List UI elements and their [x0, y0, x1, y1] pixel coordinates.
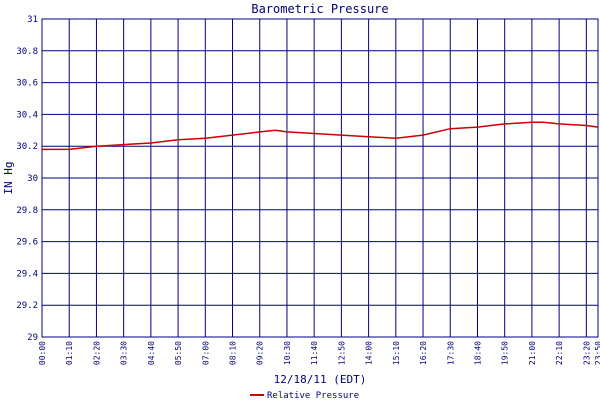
- legend-label: Relative Pressure: [267, 391, 359, 400]
- y-tick-label: 30.8: [16, 47, 38, 57]
- series-layer: [42, 121, 599, 151]
- y-tick-label: 29.8: [16, 206, 38, 216]
- x-tick-label: 09:20: [256, 341, 265, 365]
- x-tick-label: 14:00: [365, 341, 374, 365]
- x-tick-label: 15:10: [392, 341, 401, 365]
- y-tick-label: 31: [27, 15, 38, 25]
- y-tick-label: 29.4: [16, 269, 38, 279]
- x-tick-label: 01:10: [65, 341, 74, 365]
- x-tick-label: 16:20: [419, 341, 428, 365]
- y-tick-label: 29: [27, 333, 38, 343]
- y-axis-label: IN Hg: [2, 161, 15, 194]
- x-tick-label: 22:10: [555, 341, 564, 365]
- x-tick-label: 04:40: [147, 341, 156, 365]
- x-tick-label: 02:20: [92, 341, 101, 365]
- x-tick-label: 21:00: [528, 341, 537, 365]
- y-tick-label: 30.4: [16, 110, 38, 120]
- x-tick-label: 10:30: [283, 341, 292, 365]
- x-tick-label: 17:30: [446, 341, 455, 365]
- x-tick-label: 03:30: [120, 341, 129, 365]
- grid: [41, 18, 599, 338]
- x-axis-ticks: 00:00 01:10 02:20 03:30 04:40 05:50 07:00 08:10…: [38, 341, 600, 365]
- x-tick-label: 07:00: [201, 341, 210, 365]
- x-tick-label: 00:00: [38, 341, 47, 365]
- y-tick-label: 30.2: [16, 142, 38, 152]
- y-tick-label: 30: [27, 174, 38, 184]
- y-tick-label: 30.6: [16, 79, 38, 89]
- chart-title: Barometric Pressure: [251, 2, 388, 16]
- x-tick-label: 19:50: [501, 341, 510, 365]
- x-tick-label: 08:10: [229, 341, 238, 365]
- x-tick-label: 11:40: [310, 341, 319, 365]
- y-tick-label: 29.6: [16, 238, 38, 248]
- series-line-relative-pressure: [42, 121, 599, 151]
- x-tick-label: 23:20: [582, 341, 591, 365]
- x-tick-label: 12:50: [337, 341, 346, 365]
- legend: Relative Pressure: [250, 391, 359, 400]
- x-tick-label: 05:50: [174, 341, 183, 365]
- x-axis-label: 12/18/11 (EDT): [274, 373, 367, 386]
- y-axis-ticks: 29 29.2 29.4 29.6 29.8 30 30.2 30.4 30.6 30.8 31: [16, 15, 38, 343]
- x-tick-label: 23:50: [594, 341, 600, 365]
- x-tick-label: 18:40: [473, 341, 482, 365]
- y-tick-label: 29.2: [16, 301, 38, 311]
